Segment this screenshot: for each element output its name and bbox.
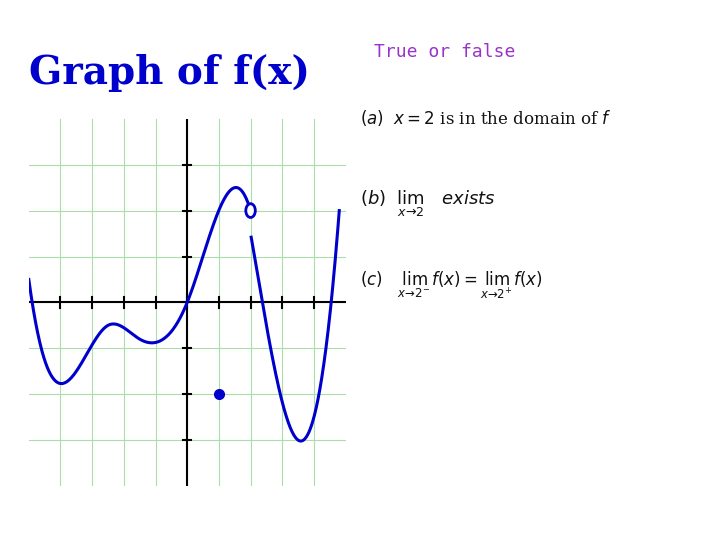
Text: $(b)$  $\lim_{x\to 2}$   $\mathit{exists}$: $(b)$ $\lim_{x\to 2}$ $\mathit{exists}$ <box>360 189 496 219</box>
Text: Graph of f(x): Graph of f(x) <box>29 54 310 92</box>
Text: $(a)$  $x = 2$ is in the domain of $f$: $(a)$ $x = 2$ is in the domain of $f$ <box>360 108 612 128</box>
Circle shape <box>246 204 256 218</box>
Text: True or false: True or false <box>374 43 516 61</box>
Text: $(c)$   $\lim_{x\to 2^-} f(x) = \lim_{x\to 2^+} f(x)$: $(c)$ $\lim_{x\to 2^-} f(x) = \lim_{x\to… <box>360 270 543 301</box>
